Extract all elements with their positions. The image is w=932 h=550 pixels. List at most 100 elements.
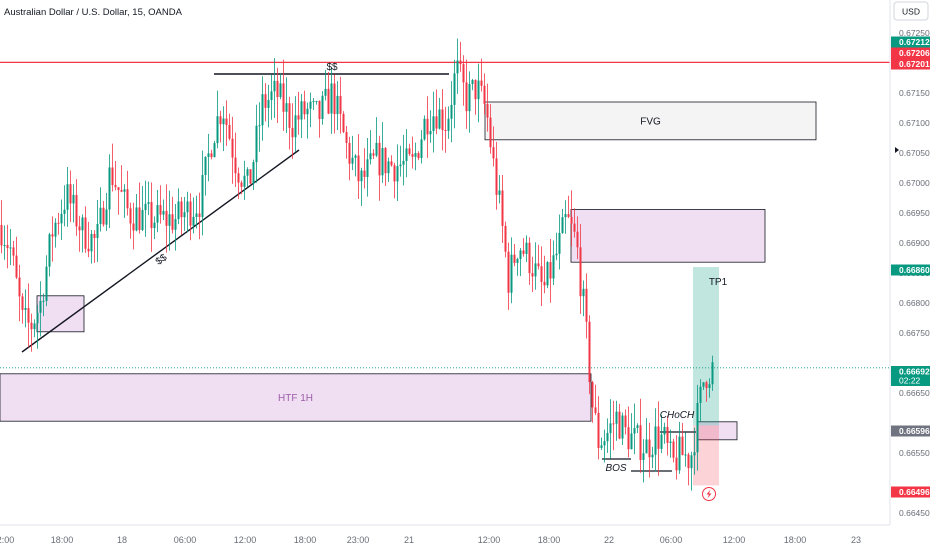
zone-box[interactable] xyxy=(0,373,592,422)
candle-body xyxy=(483,85,486,104)
candle-body xyxy=(195,213,198,217)
candle-body xyxy=(108,167,111,210)
y-tick-label: 0.66450 xyxy=(899,508,930,518)
candle-body xyxy=(708,384,711,388)
candle-body xyxy=(561,217,564,233)
y-tick-label: 0.66550 xyxy=(899,448,930,458)
candle-body xyxy=(177,201,180,220)
candle-body xyxy=(705,382,708,388)
candle-body xyxy=(279,83,282,98)
candle-body xyxy=(657,426,660,449)
axis-arrow-icon[interactable] xyxy=(895,147,899,153)
y-tick-label: 0.67050 xyxy=(899,148,930,158)
candle-body xyxy=(438,109,441,129)
candle-body xyxy=(258,125,261,127)
candle-body xyxy=(432,116,435,132)
position-target-area[interactable] xyxy=(693,267,719,426)
candle-body xyxy=(474,79,477,100)
x-tick-label: 12:00 xyxy=(234,535,257,545)
candle-body xyxy=(9,247,12,249)
zone-box[interactable] xyxy=(36,295,85,333)
candle-body xyxy=(276,80,279,98)
candle-body xyxy=(672,441,675,458)
candle-body xyxy=(51,234,54,237)
candle-body xyxy=(522,250,525,254)
candle-body xyxy=(504,225,507,252)
candle-body xyxy=(324,88,327,96)
candle-body xyxy=(171,214,174,230)
candle-body xyxy=(231,138,234,158)
candle-body xyxy=(213,143,216,158)
candle-body xyxy=(300,101,303,120)
candle-body xyxy=(156,205,159,223)
candle-body xyxy=(294,115,297,138)
candle-body xyxy=(540,266,543,282)
candle-body xyxy=(534,263,537,277)
candle-body xyxy=(69,184,72,204)
candle-body xyxy=(297,115,300,120)
price-badge-label: 0.66596 xyxy=(899,426,930,436)
candle-body xyxy=(585,288,588,322)
candle-body xyxy=(525,242,528,254)
candle-body xyxy=(384,147,387,174)
candle-body xyxy=(318,100,321,119)
candle-body xyxy=(675,457,678,471)
candle-body xyxy=(513,254,516,263)
y-tick-label: 0.67250 xyxy=(899,28,930,38)
candle-body xyxy=(255,125,258,163)
candle-body xyxy=(597,412,600,448)
candle-body xyxy=(654,426,657,455)
candle-body xyxy=(555,253,558,256)
zone-box[interactable] xyxy=(484,101,817,141)
candle-body xyxy=(150,202,153,229)
price-badge-countdown: 02:22 xyxy=(899,376,921,386)
candle-body xyxy=(321,95,324,119)
candle-body xyxy=(552,255,555,279)
candle-body xyxy=(495,158,498,195)
zone-box[interactable] xyxy=(570,208,766,263)
candle-body xyxy=(330,83,333,114)
time-axis[interactable]: 12:00 18:00 18 06:00 12:00 18:00 23:00 21 12:00 1… xyxy=(0,535,861,545)
candle-body xyxy=(183,212,186,218)
currency-button[interactable] xyxy=(893,1,929,21)
candle-body xyxy=(114,185,117,188)
y-tick-label: 0.66900 xyxy=(899,238,930,248)
candle-body xyxy=(36,312,39,324)
candle-body xyxy=(594,407,597,413)
candle-body xyxy=(546,262,549,286)
price-badge xyxy=(891,58,930,70)
candle-body xyxy=(618,411,621,439)
candle-body xyxy=(102,207,105,225)
x-tick-label: 18:00 xyxy=(784,535,807,545)
candle-body xyxy=(399,164,402,167)
candle-body xyxy=(627,427,630,450)
y-tick-label: 0.66750 xyxy=(899,328,930,338)
candle-body xyxy=(462,64,465,83)
candle-body xyxy=(648,439,651,458)
candle-body xyxy=(645,439,648,454)
candle-body xyxy=(453,73,456,105)
candle-body xyxy=(441,109,444,130)
price-axis[interactable]: 0.67250 0.67150 0.67100 0.67050 0.67000 0.669… xyxy=(899,28,930,518)
price-badge xyxy=(891,36,930,48)
candle-body xyxy=(273,80,276,92)
candle-body xyxy=(378,142,381,176)
candle-body xyxy=(687,454,690,469)
price-badge-label: 0.67212 xyxy=(899,37,930,47)
candle-body xyxy=(492,147,495,159)
candle-body xyxy=(375,142,378,156)
candle-body xyxy=(96,224,99,238)
price-badge-label: 0.66496 xyxy=(899,487,930,497)
candle-body xyxy=(165,210,168,226)
candle-body xyxy=(681,436,684,455)
candle-body xyxy=(27,308,30,323)
candle-body xyxy=(411,154,414,157)
price-badge xyxy=(891,366,930,386)
x-tick-label: 18 xyxy=(117,535,127,545)
candle-body xyxy=(54,222,57,237)
y-tick-label: 0.67100 xyxy=(899,118,930,128)
y-tick-label: 0.67150 xyxy=(899,88,930,98)
candle-body xyxy=(237,173,240,183)
